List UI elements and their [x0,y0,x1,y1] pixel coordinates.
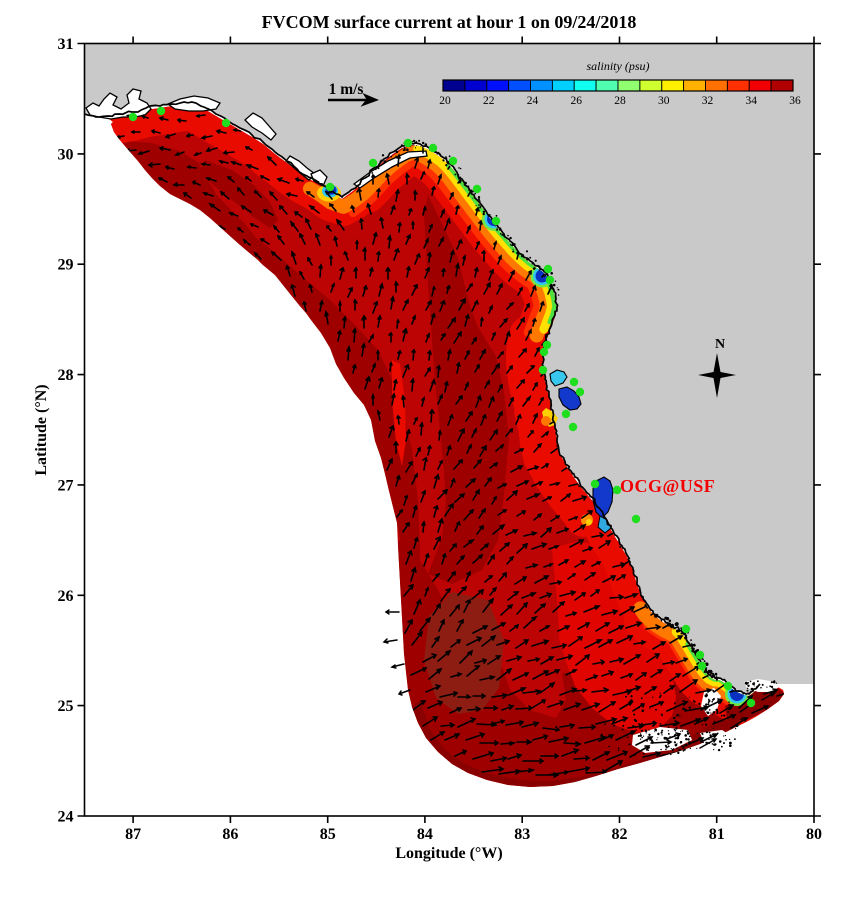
svg-text:25: 25 [58,698,74,715]
svg-text:82: 82 [612,826,628,843]
svg-text:24: 24 [527,95,539,107]
svg-text:36: 36 [789,95,801,107]
svg-text:salinity (psu): salinity (psu) [587,59,650,73]
svg-text:N: N [715,337,725,352]
svg-text:FVCOM surface current at hour: FVCOM surface current at hour 1 on 09/24… [262,12,637,32]
svg-text:29: 29 [58,257,74,274]
svg-text:34: 34 [745,95,757,107]
svg-text:80: 80 [806,826,822,843]
svg-text:27: 27 [58,477,74,494]
svg-text:Latitude (°N): Latitude (°N) [33,384,50,475]
svg-text:81: 81 [709,826,725,843]
svg-text:OCG@USF: OCG@USF [620,476,715,496]
svg-text:32: 32 [702,95,714,107]
svg-text:31: 31 [58,36,74,53]
svg-text:83: 83 [514,826,530,843]
svg-text:Longitude (°W): Longitude (°W) [395,845,502,862]
svg-text:30: 30 [658,95,670,107]
svg-text:26: 26 [58,588,74,605]
svg-text:20: 20 [439,95,451,107]
svg-text:28: 28 [614,95,626,107]
svg-text:26: 26 [570,95,582,107]
svg-text:30: 30 [58,146,74,163]
svg-text:1 m/s: 1 m/s [329,81,364,98]
svg-text:87: 87 [125,826,141,843]
svg-text:28: 28 [58,367,74,384]
svg-text:86: 86 [222,826,238,843]
svg-text:22: 22 [483,95,495,107]
svg-text:24: 24 [58,809,74,826]
svg-text:85: 85 [320,826,336,843]
svg-text:84: 84 [417,826,433,843]
